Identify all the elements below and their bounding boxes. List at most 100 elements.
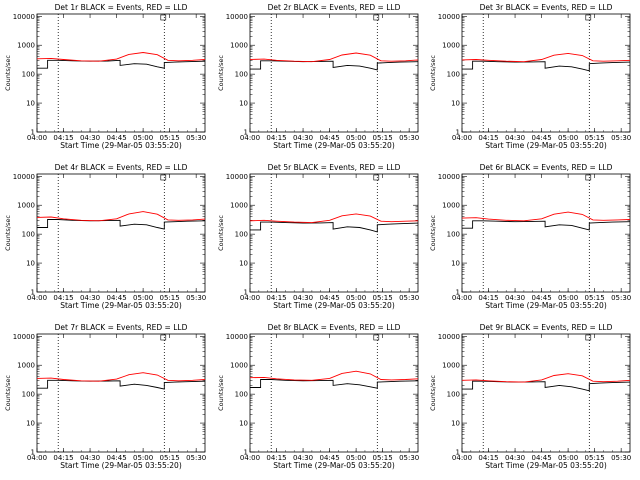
chart-title: Det 6r BLACK = Events, RED = LLD [480, 163, 613, 172]
x-axis-label: Start Time (29-Mar-05 03:55:20) [485, 301, 607, 310]
x-tick-label: 04:15 [478, 294, 498, 302]
x-tick-label: 05:30 [611, 294, 631, 302]
x-tick-label: 05:00 [346, 294, 366, 302]
x-tick-label: 05:00 [558, 294, 578, 302]
x-tick-label: 04:15 [53, 294, 73, 302]
chart-title: Det 8r BLACK = Events, RED = LLD [268, 323, 401, 332]
chart-panel-3: Det 3r BLACK = Events, RED = LLD 1 10 100 10… [429, 3, 631, 150]
x-tick-label: 04:30 [505, 134, 525, 142]
y-tick-label: 1 [244, 449, 248, 457]
x-tick-label: 04:00 [240, 134, 260, 142]
chart-panel-5: Det 5r BLACK = Events, RED = LLD 1 10 100 10… [217, 163, 419, 310]
y-tick-label: 1000 [442, 362, 460, 370]
x-tick-label: 04:00 [240, 454, 260, 462]
y-tick-label: 100 [22, 391, 35, 399]
series-line-lld [461, 373, 631, 383]
y-tick-label: 100 [22, 71, 35, 79]
status-box [585, 334, 592, 341]
y-tick-label: 10000 [438, 13, 460, 21]
x-tick-label: 04:45 [319, 134, 339, 142]
plot-frame [461, 13, 631, 133]
status-box [160, 334, 167, 341]
status-box [160, 174, 167, 181]
chart-panel-7: Det 7r BLACK = Events, RED = LLD 1 10 100 10… [4, 323, 206, 470]
chart-panel-9: Det 9r BLACK = Events, RED = LLD 1 10 100 10… [429, 323, 631, 470]
x-tick-label: 04:15 [266, 134, 286, 142]
chart-panel-8: Det 8r BLACK = Events, RED = LLD 1 10 100 10… [217, 323, 419, 470]
series-line-lld [36, 372, 206, 382]
x-tick-label: 05:00 [558, 454, 578, 462]
status-box [373, 334, 380, 341]
chart-title: Det 2r BLACK = Events, RED = LLD [268, 3, 401, 12]
y-tick-label: 1 [31, 289, 35, 297]
plot-frame [461, 333, 631, 453]
x-tick-label: 05:15 [585, 454, 605, 462]
chart-title: Det 3r BLACK = Events, RED = LLD [480, 3, 613, 12]
x-tick-label: 04:15 [478, 134, 498, 142]
x-tick-label: 04:30 [80, 454, 100, 462]
y-tick-label: 100 [447, 391, 460, 399]
y-axis-label: Counts/sec [4, 55, 12, 91]
chart-panel-4: Det 4r BLACK = Events, RED = LLD 1 10 100 10… [4, 163, 206, 310]
y-axis-label: Counts/sec [217, 55, 225, 91]
plot-frame [36, 13, 206, 133]
series-line-events [37, 219, 206, 230]
y-tick-label: 10000 [13, 173, 35, 181]
series-line-events [462, 380, 631, 392]
status-box [585, 174, 592, 181]
y-tick-label: 1000 [230, 202, 248, 210]
x-tick-label: 05:30 [611, 454, 631, 462]
x-tick-label: 04:15 [53, 134, 73, 142]
x-tick-label: 05:30 [399, 454, 419, 462]
y-tick-label: 1000 [442, 42, 460, 50]
y-tick-label: 10 [451, 100, 460, 108]
x-tick-label: 05:00 [133, 294, 153, 302]
x-tick-label: 05:00 [558, 134, 578, 142]
y-tick-label: 1 [31, 129, 35, 137]
y-tick-label: 100 [235, 71, 248, 79]
series-line-events [462, 220, 631, 231]
y-tick-label: 100 [447, 231, 460, 239]
x-tick-label: 04:30 [293, 294, 313, 302]
plot-frame [36, 333, 206, 453]
y-tick-label: 100 [22, 231, 35, 239]
y-tick-label: 1 [31, 449, 35, 457]
x-tick-label: 05:00 [133, 454, 153, 462]
chart-panel-1: Det 1r BLACK = Events, RED = LLD 1 10 100 10… [4, 3, 206, 150]
series-line-lld [249, 213, 419, 224]
x-tick-label: 05:00 [133, 134, 153, 142]
y-tick-label: 1000 [230, 362, 248, 370]
y-tick-label: 100 [447, 71, 460, 79]
series-line-events [250, 379, 419, 389]
status-box [160, 14, 167, 21]
y-tick-label: 10000 [13, 13, 35, 21]
status-box [373, 14, 380, 21]
x-axis-label: Start Time (29-Mar-05 03:55:20) [273, 141, 395, 150]
y-axis-label: Counts/sec [217, 375, 225, 411]
x-tick-label: 04:00 [452, 454, 472, 462]
x-tick-label: 04:45 [106, 134, 126, 142]
x-tick-label: 05:15 [160, 294, 180, 302]
y-tick-label: 1000 [230, 42, 248, 50]
y-axis-label: Counts/sec [4, 375, 12, 411]
y-axis-label: Counts/sec [429, 55, 437, 91]
chart-title: Det 4r BLACK = Events, RED = LLD [55, 163, 188, 172]
x-axis-label: Start Time (29-Mar-05 03:55:20) [485, 141, 607, 150]
x-tick-label: 04:30 [505, 294, 525, 302]
x-tick-label: 04:30 [293, 454, 313, 462]
x-tick-label: 04:00 [452, 294, 472, 302]
y-tick-label: 10000 [226, 173, 248, 181]
x-tick-label: 04:45 [531, 134, 551, 142]
x-axis-label: Start Time (29-Mar-05 03:55:20) [60, 141, 182, 150]
y-tick-label: 1 [244, 129, 248, 137]
y-tick-label: 100 [235, 231, 248, 239]
x-tick-label: 04:15 [266, 454, 286, 462]
series-line-events [37, 59, 206, 69]
y-axis-label: Counts/sec [4, 215, 12, 251]
series-line-events [250, 60, 419, 71]
x-axis-label: Start Time (29-Mar-05 03:55:20) [60, 301, 182, 310]
y-tick-label: 1 [456, 289, 460, 297]
y-tick-label: 1000 [17, 42, 35, 50]
x-tick-label: 04:45 [106, 454, 126, 462]
